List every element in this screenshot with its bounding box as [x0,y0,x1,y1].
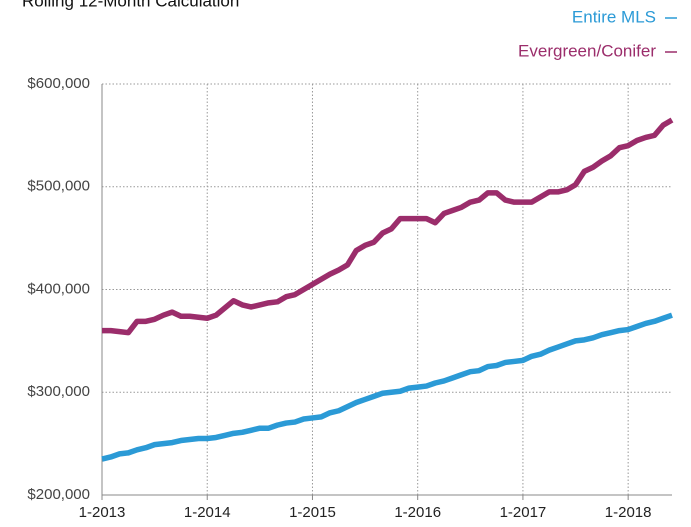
y-tick-label: $400,000 [27,280,90,297]
x-tick-label: 1-2014 [184,504,231,521]
x-tick-label: 1-2016 [394,504,441,521]
legend-label: Entire MLS [572,7,656,26]
y-tick-label: $500,000 [27,178,90,195]
x-tick-label: 1-2018 [605,504,652,521]
y-tick-label: $600,000 [27,75,90,92]
y-tick-label: $300,000 [27,383,90,400]
x-tick-label: 1-2013 [79,504,126,521]
series-line [102,117,674,336]
y-tick-label: $200,000 [27,486,90,503]
x-tick-label: 1-2017 [500,504,547,521]
legend-label: Evergreen/Conifer [518,41,656,60]
series-line [101,312,673,462]
chart-title: Rolling 12-Month Calculation [22,0,239,10]
x-tick-label: 1-2015 [289,504,336,521]
